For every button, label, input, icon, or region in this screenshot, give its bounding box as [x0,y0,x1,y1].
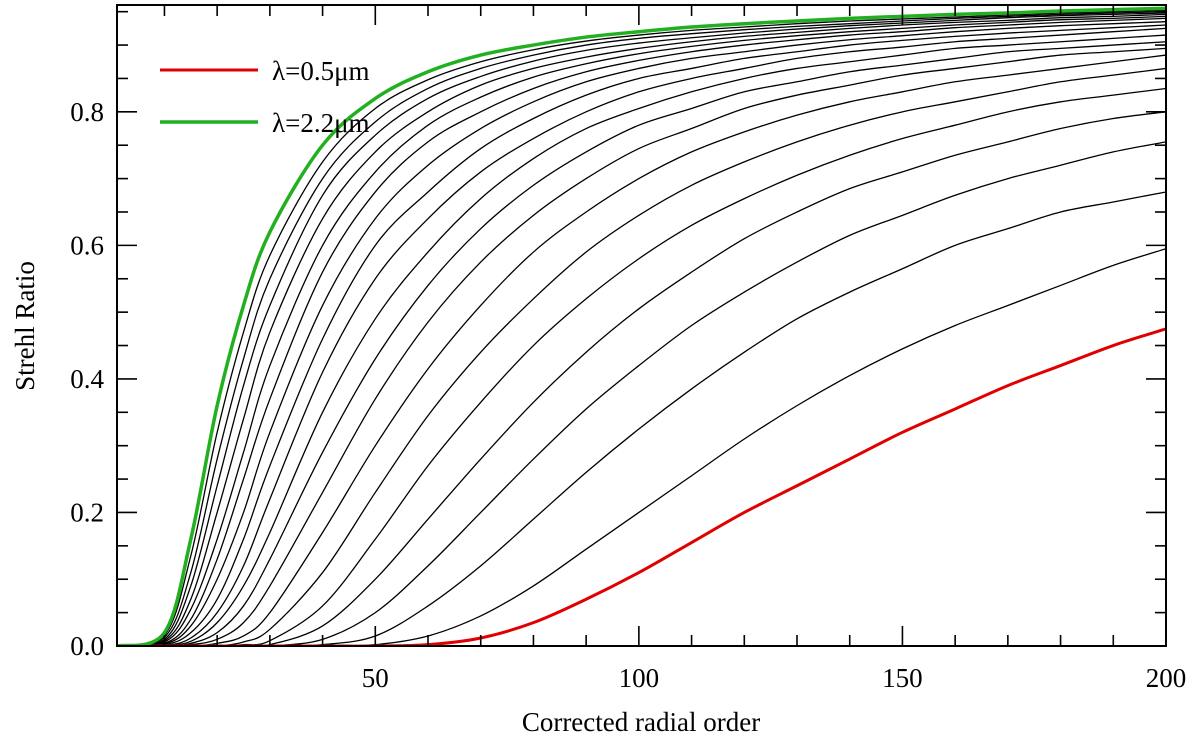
series-line-10 [117,34,1166,646]
series-line-16 [117,13,1166,646]
x-tick-label: 50 [362,663,389,693]
legend: λ=0.5μm λ=2.2μm [160,56,370,138]
legend-label-2p2um: λ=2.2μm [272,108,370,138]
series-line-1 [117,248,1166,646]
series-line-14 [117,17,1166,646]
plot-background [117,5,1166,646]
series-line-18 [117,11,1166,646]
y-tick-label: 0.2 [70,497,104,527]
tick-layer [117,5,1167,647]
series-line-15 [117,15,1166,646]
series-line-7 [117,54,1166,646]
tick-label-layer: 50 100 150 200 0.0 0.2 0.4 0.6 0.8 [70,97,1186,693]
series-line-13 [117,21,1166,646]
series-line-17 [117,12,1166,646]
series-line-3 [117,141,1166,646]
series-line-8 [117,47,1166,646]
x-tick-label: 150 [882,663,923,693]
series-line-12 [117,24,1166,646]
y-tick-label: 0.6 [70,230,104,260]
series-line-0p5um [117,327,1166,646]
x-tick-label: 100 [619,663,660,693]
series-layer [117,6,1166,646]
series-line-4 [117,111,1166,646]
series-line-9 [117,41,1166,646]
series-line-2 [117,191,1166,646]
x-axis-title: Corrected radial order [522,707,760,737]
y-tick-label: 0.0 [70,631,104,661]
series-line-11 [117,27,1166,646]
y-tick-label: 0.8 [70,97,104,127]
series-line-6 [117,67,1166,646]
x-tick-label: 200 [1146,663,1187,693]
y-axis-title: Strehl Ratio [10,261,40,391]
series-line-19 [117,9,1166,646]
legend-label-0p5um: λ=0.5μm [272,56,370,86]
plot-frame [116,4,1167,647]
y-tick-label: 0.4 [70,364,104,394]
